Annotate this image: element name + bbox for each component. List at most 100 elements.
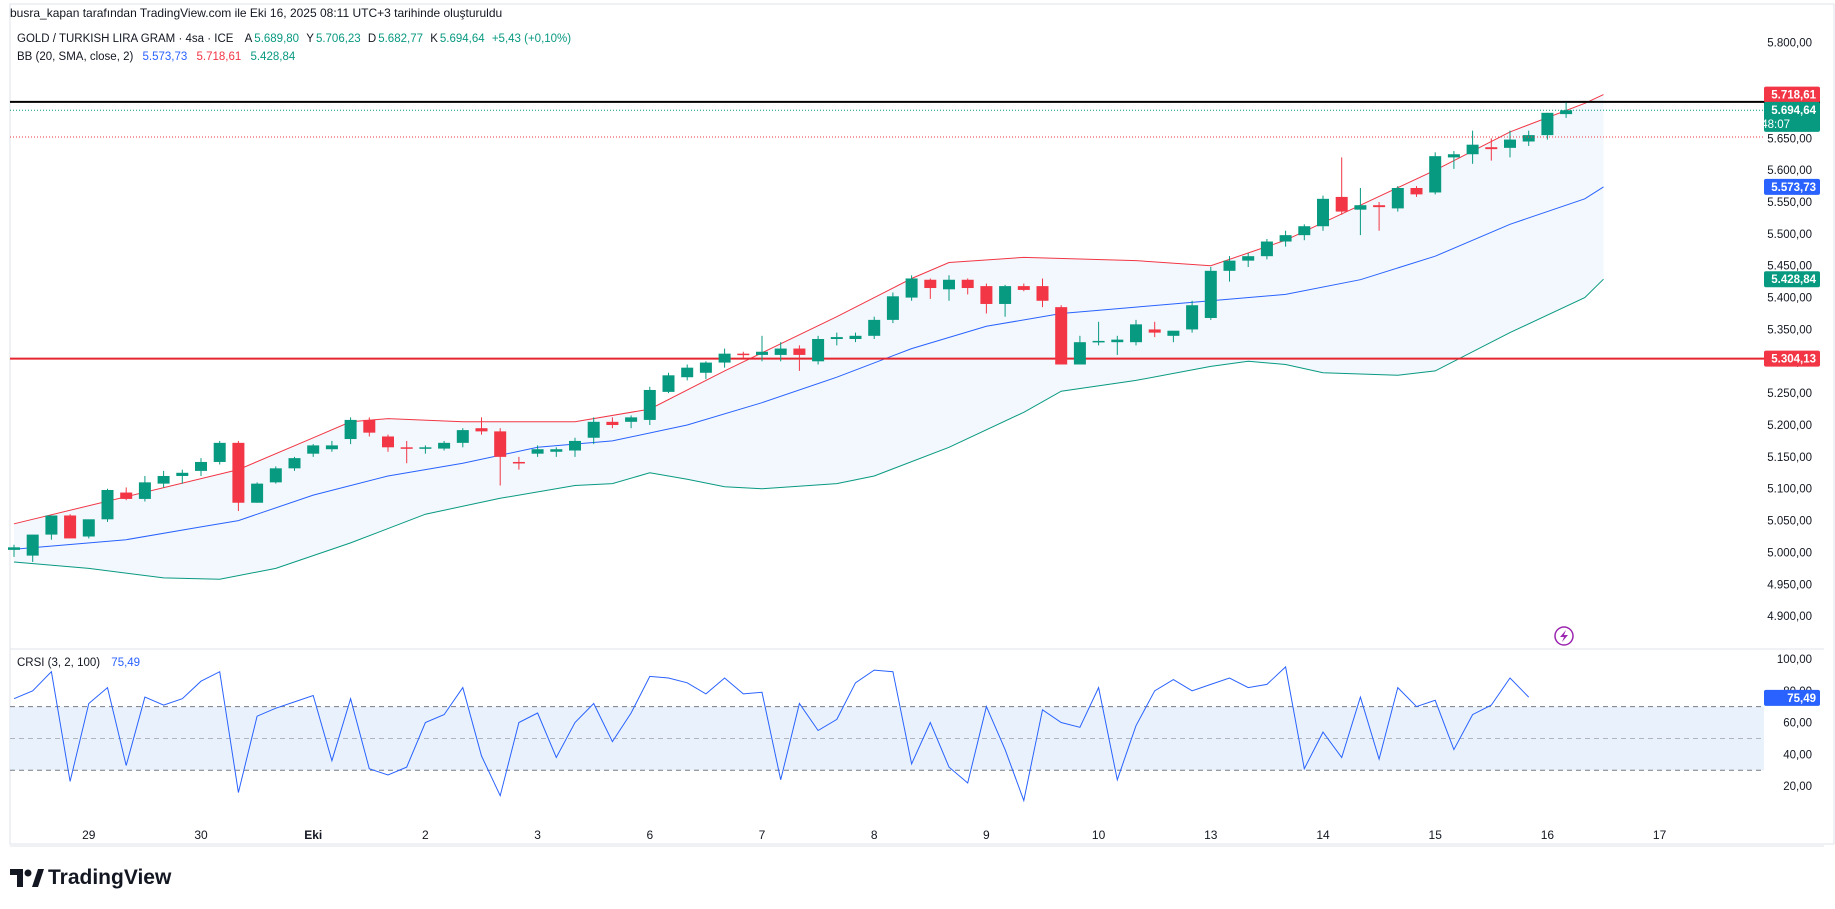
chart-frame: [9, 3, 1835, 845]
bb-legend[interactable]: BB (20, SMA, close, 2) 5.573,73 5.718,61…: [17, 51, 297, 63]
candle-body: [737, 353, 750, 356]
candle-body: [8, 547, 20, 550]
candle-body: [1541, 112, 1554, 136]
y-tick-label: 5.250,00: [1767, 388, 1812, 400]
candle-body: [756, 351, 768, 355]
candle-body: [606, 421, 619, 426]
candle-body: [45, 515, 58, 535]
candle-body: [1223, 260, 1236, 271]
y-tick-label: 5.600,00: [1767, 165, 1812, 177]
candle-body: [849, 335, 862, 339]
candle-body: [1410, 188, 1423, 195]
symbol-title[interactable]: GOLD / TURKISH LIRA GRAM · 4sa · ICE: [17, 33, 234, 45]
price-tag-3-bg: [1764, 271, 1820, 288]
lightning-icon-bolt: [1560, 630, 1568, 642]
crsi-line: [13, 665, 1530, 803]
tradingview-logo-icon: [10, 869, 44, 887]
y-tick-label: 5.350,00: [1767, 324, 1812, 336]
crsi-y-tick-label: 60,00: [1783, 718, 1812, 730]
price-tag-0: 5.718,61: [1771, 90, 1816, 102]
x-tick-label: 16: [1541, 828, 1555, 842]
tradingview-logo[interactable]: TradingView: [10, 866, 171, 890]
symbol-legend[interactable]: GOLD / TURKISH LIRA GRAM · 4sa · ICE A 5.…: [17, 33, 573, 45]
bb-basis-value: 5.573,73: [142, 51, 188, 63]
candle-body: [400, 447, 413, 449]
y-tick-label: 5.150,00: [1767, 452, 1812, 464]
crsi-legend[interactable]: CRSI (3, 2, 100) 75,49: [17, 657, 142, 669]
candle-body: [438, 442, 451, 449]
candle-body: [382, 436, 394, 448]
candle-body: [82, 519, 95, 537]
tradingview-logo-text: TradingView: [48, 866, 172, 889]
candle-body: [924, 279, 937, 289]
x-tick-label: 15: [1429, 828, 1443, 842]
x-tick-label: 14: [1316, 828, 1330, 842]
candle-body: [905, 278, 918, 298]
y-tick-label: 5.450,00: [1767, 261, 1812, 273]
candle-body: [943, 279, 955, 290]
x-tick-label: 17: [1653, 828, 1667, 842]
candle-body: [999, 286, 1012, 304]
y-tick-label: 5.650,00: [1767, 133, 1812, 145]
bb-label[interactable]: BB (20, SMA, close, 2): [17, 51, 134, 63]
candle-body: [1017, 286, 1030, 290]
candle-body: [531, 449, 544, 454]
candle-body: [830, 337, 843, 339]
ohlc-close-value: 5.694,64: [439, 33, 485, 45]
candle-body: [587, 421, 600, 438]
candle-body: [232, 442, 245, 503]
x-tick-label: Eki: [304, 828, 322, 842]
ohlc-low-value: 5.682,77: [378, 33, 423, 45]
candle-body: [1167, 330, 1180, 336]
candle-body: [1186, 305, 1199, 330]
lightning-icon[interactable]: [1554, 626, 1574, 646]
candle-body: [307, 445, 320, 454]
bb-band-fill: [14, 94, 1604, 580]
candle-body: [1466, 144, 1479, 155]
price-tag-1-bg: [1764, 101, 1820, 132]
bb-basis-line: [13, 186, 1604, 550]
bb-lower-line: [13, 278, 1604, 580]
candle-body: [251, 483, 264, 503]
candle-body: [812, 339, 825, 362]
candle-body: [718, 353, 731, 363]
candle-body: [1560, 110, 1573, 115]
x-tick-label: 13: [1204, 828, 1218, 842]
candle-body: [625, 417, 638, 422]
candle-body: [550, 449, 563, 452]
candle-body: [475, 428, 488, 432]
candle-body: [681, 367, 694, 378]
x-tick-label: 10: [1092, 828, 1106, 842]
candle-body: [456, 430, 469, 443]
ohlc-low: D 5.682,77: [368, 33, 428, 45]
crsi-label[interactable]: CRSI (3, 2, 100): [17, 657, 101, 669]
bb-upper-value: 5.718,61: [196, 51, 242, 63]
candle-body: [868, 319, 881, 336]
x-tick-label: 3: [534, 828, 541, 842]
y-tick-label: 5.550,00: [1767, 197, 1812, 209]
y-tick-label: 5.200,00: [1767, 420, 1812, 432]
crsi-legend-value: 75,49: [111, 657, 141, 669]
candle-body: [494, 431, 507, 457]
candle-body: [1055, 307, 1068, 365]
candle-body: [213, 442, 226, 462]
candle-body: [1260, 241, 1273, 257]
candle-body: [325, 445, 338, 450]
candle-body: [1522, 135, 1535, 142]
x-tick-label: 30: [194, 828, 208, 842]
price-tag-1: 5.694,64: [1771, 105, 1816, 117]
y-tick-label: 5.000,00: [1767, 547, 1812, 559]
x-tick-label: 6: [646, 828, 653, 842]
candle-body: [662, 375, 675, 392]
y-tick-label: 4.950,00: [1767, 579, 1812, 591]
x-tick-label: 7: [759, 828, 766, 842]
candle-body: [1485, 147, 1498, 150]
ohlc-low-label: D: [367, 33, 377, 45]
candle-body: [101, 489, 114, 520]
x-tick-label: 2: [422, 828, 429, 842]
candle-body: [1373, 205, 1386, 208]
candle-body: [344, 419, 357, 440]
candle-body: [1073, 342, 1086, 365]
